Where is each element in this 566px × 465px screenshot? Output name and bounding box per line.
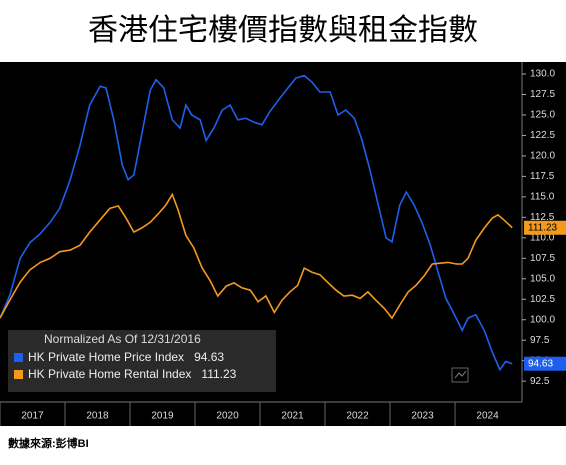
legend-title: Normalized As Of 12/31/2016 xyxy=(44,332,201,346)
y-tick-label: 92.5 xyxy=(530,376,550,387)
y-tick-label: 117.5 xyxy=(530,171,555,182)
x-tick-label: 2021 xyxy=(281,411,304,422)
y-tick-label: 130.0 xyxy=(530,69,555,80)
source-note: 數據來源:彭博BI xyxy=(8,436,89,450)
y-tick-label: 120.0 xyxy=(530,151,555,162)
legend-label: HK Private Home Price Index xyxy=(28,350,184,364)
y-tick-label: 115.0 xyxy=(530,192,555,203)
legend-label: HK Private Home Rental Index xyxy=(28,367,191,381)
y-tick-label: 122.5 xyxy=(530,130,555,141)
last-value-tag xyxy=(524,220,566,235)
y-tick-label: 102.5 xyxy=(530,294,555,305)
last-value-label: 94.63 xyxy=(528,358,553,369)
last-value-tag xyxy=(524,356,566,371)
legend-box xyxy=(8,330,276,392)
x-tick-label: 2023 xyxy=(411,411,434,422)
x-tick-label: 2024 xyxy=(476,411,499,422)
y-tick-label: 97.5 xyxy=(530,335,550,346)
y-tick-label: 125.0 xyxy=(530,110,555,121)
y-tick-label: 100.0 xyxy=(530,314,555,325)
x-tick-label: 2019 xyxy=(151,411,174,422)
x-tick-label: 2022 xyxy=(346,411,369,422)
x-tick-label: 2017 xyxy=(21,411,44,422)
y-tick-label: 110.0 xyxy=(530,232,555,243)
chart-icon xyxy=(451,367,469,383)
last-value-label: 111.23 xyxy=(528,222,558,233)
legend-value: 94.63 xyxy=(194,350,224,364)
y-tick-label: 107.5 xyxy=(530,253,555,264)
series-line xyxy=(0,74,513,372)
y-tick-label: 127.5 xyxy=(530,89,555,100)
chart-icon-line xyxy=(454,370,467,379)
x-tick-label: 2018 xyxy=(86,411,109,422)
series-line xyxy=(0,192,513,320)
x-tick-label: 2020 xyxy=(216,411,239,422)
chart-title: 香港住宅樓價指數與租金指數 xyxy=(88,14,478,47)
legend-value: 111.23 xyxy=(201,367,236,381)
legend-swatch xyxy=(14,353,23,362)
legend-swatch xyxy=(14,370,23,379)
y-tick-label: 105.0 xyxy=(530,273,555,284)
y-tick-label: 112.5 xyxy=(530,212,555,223)
